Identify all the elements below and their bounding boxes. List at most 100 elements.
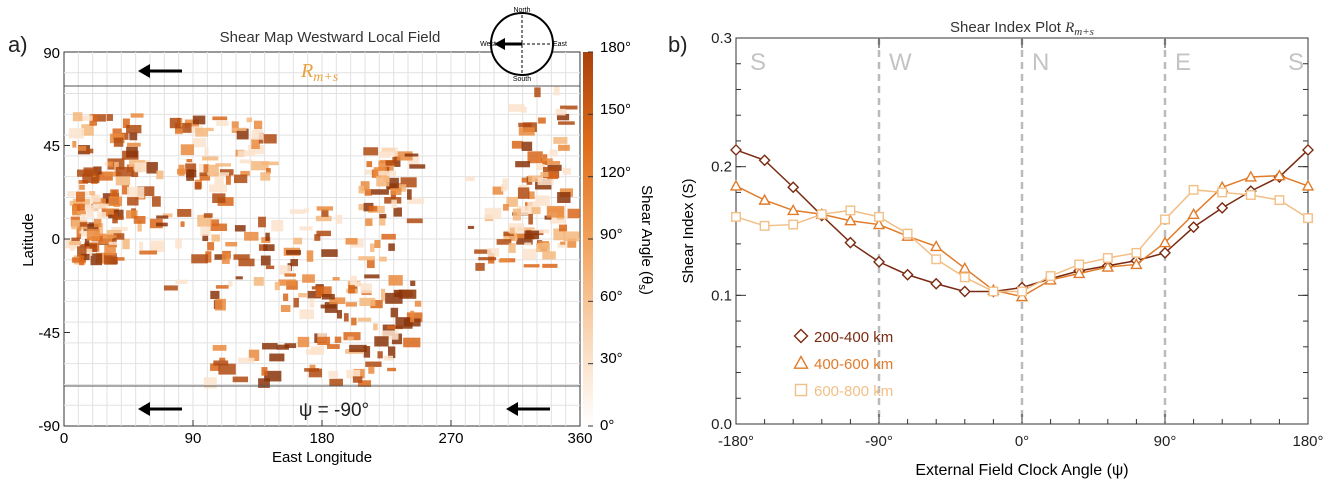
shear-cell: [358, 203, 365, 211]
shear-cell: [84, 238, 90, 246]
shear-cell: [84, 204, 100, 212]
shear-cell: [327, 344, 340, 349]
shear-cell: [365, 218, 373, 226]
shear-cell: [394, 151, 413, 161]
data-point: [930, 277, 943, 290]
shear-cell: [180, 144, 194, 156]
shear-cell: [276, 344, 289, 350]
shear-cell: [509, 227, 515, 235]
shear-cell: [347, 336, 354, 341]
data-point: [1303, 213, 1313, 224]
shear-cell: [258, 244, 268, 251]
shear-cell: [308, 368, 323, 378]
shear-cell: [80, 213, 87, 221]
shear-cell: [133, 215, 146, 224]
shear-cell: [77, 146, 87, 151]
shear-cell: [134, 162, 148, 173]
shear-cell: [163, 285, 178, 291]
shear-cell: [384, 166, 390, 174]
shear-cell: [130, 113, 144, 118]
shear-cell: [365, 361, 382, 367]
shear-cell: [364, 189, 372, 196]
shear-cell: [390, 307, 399, 318]
shear-cell: [381, 233, 396, 240]
shear-cell: [115, 176, 131, 186]
shear-cell: [508, 223, 525, 233]
data-point: [901, 268, 914, 281]
shear-cell: [202, 234, 209, 242]
chart-title: Shear Index Plot Rm+s: [950, 19, 1094, 38]
shear-cell: [359, 297, 376, 307]
shear-cell: [378, 170, 397, 176]
shear-cell: [518, 127, 535, 136]
legend-label: 600-800 km: [814, 383, 893, 400]
shear-cell: [126, 142, 141, 147]
shear-cell: [225, 241, 238, 247]
shear-cell: [260, 172, 271, 181]
shear-cell: [69, 241, 82, 246]
shear-cell: [410, 280, 416, 286]
shear-cell: [162, 213, 173, 218]
data-point: [788, 219, 799, 230]
shear-cell: [108, 196, 123, 206]
shear-cell: [311, 346, 324, 355]
shear-cell: [156, 170, 164, 180]
shear-cell: [558, 144, 570, 151]
data-point: [1130, 258, 1143, 270]
shear-cell: [72, 112, 83, 122]
shear-cell: [465, 176, 475, 182]
shear-cell: [114, 161, 119, 172]
shear-cell: [77, 246, 87, 257]
shear-cell: [363, 147, 379, 156]
colorbar-tick-label: 60°: [600, 288, 623, 305]
shear-cell: [515, 161, 530, 168]
data-point: [1273, 169, 1286, 181]
shear-cell: [524, 242, 532, 246]
panel-a-label: a): [8, 32, 28, 57]
shear-cell: [67, 191, 76, 197]
shear-cell: [212, 344, 227, 351]
shear-cell: [248, 145, 265, 155]
x-tick-label: 270: [438, 430, 463, 447]
shear-cell: [207, 242, 215, 251]
x-tick-label: 0: [60, 430, 68, 447]
shear-cell: [388, 243, 395, 251]
colorbar-tick-label: 30°: [600, 350, 623, 367]
y-tick-label: 45: [43, 138, 60, 155]
shear-cell: [521, 141, 533, 151]
shear-cell: [378, 160, 394, 171]
shear-cell: [366, 161, 373, 168]
shear-cell: [368, 366, 375, 374]
shear-cell: [137, 220, 142, 232]
shear-cell: [122, 118, 130, 129]
shear-cell: [390, 188, 402, 196]
data-point: [730, 143, 742, 156]
shear-cell: [484, 207, 502, 220]
shear-cell: [321, 209, 329, 217]
shear-cell: [388, 275, 403, 286]
shear-cell: [567, 208, 580, 219]
data-point: [1074, 259, 1085, 270]
shear-cell: [203, 213, 213, 218]
shear-cell: [409, 164, 426, 169]
shear-cell: [239, 159, 253, 164]
shear-cell: [214, 254, 227, 260]
shear-cell: [79, 184, 85, 190]
data-point: [1302, 143, 1314, 156]
shear-cell: [82, 191, 89, 197]
shear-cell: [81, 124, 94, 136]
legend-marker: [794, 383, 808, 397]
direction-label: S: [1288, 49, 1304, 76]
shear-cell: [527, 191, 535, 200]
shear-cell: [279, 265, 292, 275]
data-point: [1045, 271, 1056, 281]
shear-cell: [78, 233, 89, 237]
shear-cell: [506, 196, 518, 207]
x-tick-label: 180: [309, 430, 334, 447]
shear-cell: [538, 117, 546, 124]
shear-cell: [475, 262, 485, 271]
panel-a: a) Shear Map Westward Local Field Rm+s ψ…: [8, 7, 655, 466]
shear-cell: [139, 241, 144, 251]
shear-cell: [192, 137, 207, 148]
shear-cell: [299, 226, 313, 231]
